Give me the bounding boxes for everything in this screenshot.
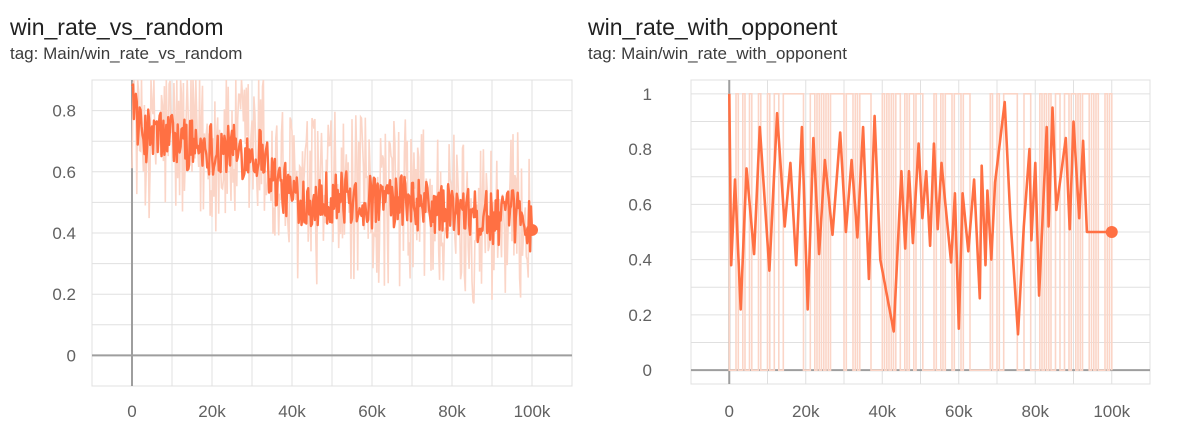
smoothed-line — [728, 93, 1112, 336]
plot-frame — [91, 79, 573, 387]
raw-line — [728, 93, 1113, 371]
y-tick-label: 1 — [643, 85, 652, 104]
y-tick-label: 0 — [643, 361, 652, 380]
y-tick-label: 0.8 — [628, 140, 652, 159]
plot-frame — [690, 79, 1151, 385]
x-tick-label: 20k — [198, 402, 226, 421]
x-tick-label: 100k — [1093, 402, 1130, 421]
x-tick-label: 20k — [792, 402, 820, 421]
x-tick-label: 60k — [358, 402, 386, 421]
chart-plot-win-rate-with-opponent[interactable]: 0 0.2 0.4 0.6 0.8 1 0 20k 40k 60k 80k 100k — [600, 0, 1200, 433]
y-tick-label: 0.2 — [628, 306, 652, 325]
chart-panel-win-rate-with-opponent: win_rate_with_opponent tag: Main/win_rat… — [588, 0, 1200, 433]
x-tick-label: 80k — [1022, 402, 1050, 421]
x-tick-label: 40k — [869, 402, 897, 421]
last-point-marker — [1105, 226, 1118, 238]
x-tick-label: 60k — [945, 402, 973, 421]
grid — [690, 80, 1151, 384]
y-tick-label: 0.8 — [52, 102, 76, 121]
y-tick-label: 0.2 — [52, 285, 76, 304]
x-tick-label: 80k — [438, 402, 466, 421]
y-tick-label: 0.4 — [628, 251, 652, 270]
chart-tag: tag: Main/win_rate_vs_random — [10, 44, 243, 63]
chart-panel-win-rate-vs-random: win_rate_vs_random tag: Main/win_rate_vs… — [0, 0, 600, 433]
y-tick-label: 0.6 — [52, 163, 76, 182]
smoothed-line — [130, 83, 534, 253]
chart-title: win_rate_with_opponent — [588, 14, 838, 40]
y-tick-label: 0 — [67, 346, 76, 365]
chart-title: win_rate_vs_random — [10, 14, 224, 40]
x-tick-label: 100k — [514, 402, 551, 421]
chart-plot-win-rate-vs-random[interactable]: 0 0.2 0.4 0.6 0.8 0 20k 40k 60k 80k 100k — [0, 0, 600, 433]
x-tick-label: 40k — [278, 402, 306, 421]
raw-series — [728, 93, 1113, 371]
chart-tag: tag: Main/win_rate_with_opponent — [588, 44, 847, 63]
y-tick-label: 0.4 — [52, 224, 76, 243]
last-point-marker — [526, 223, 538, 236]
x-tick-label: 0 — [725, 402, 734, 421]
y-tick-label: 0.6 — [628, 195, 652, 214]
x-tick-label: 0 — [127, 402, 136, 421]
